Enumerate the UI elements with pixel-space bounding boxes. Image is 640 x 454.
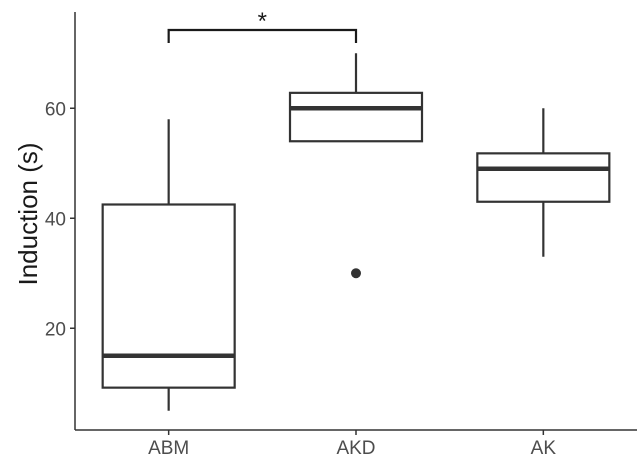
significance-annotations: * [167,8,358,43]
iqr-box [288,91,424,143]
plot-area [101,53,611,411]
y-tick-label: 20 [45,319,66,340]
x-axis-ticks: ABM AKD AK [148,430,556,454]
x-tick-label: AKD [336,438,375,454]
iqr-box [101,203,236,389]
box-ak [476,108,611,257]
x-tick-label: AK [531,438,557,454]
significance-label: * [258,8,267,35]
iqr-box [476,152,611,203]
significance-bracket [167,28,358,43]
box-akd [288,53,424,279]
box-abm [101,119,236,411]
y-axis-title: Induction (s) [13,142,43,285]
y-tick-label: 40 [45,209,66,230]
y-axis-ticks: 20 40 60 [45,99,75,340]
outlier-point [351,268,361,279]
y-tick-label: 60 [45,99,66,120]
x-tick-label: ABM [148,438,189,454]
